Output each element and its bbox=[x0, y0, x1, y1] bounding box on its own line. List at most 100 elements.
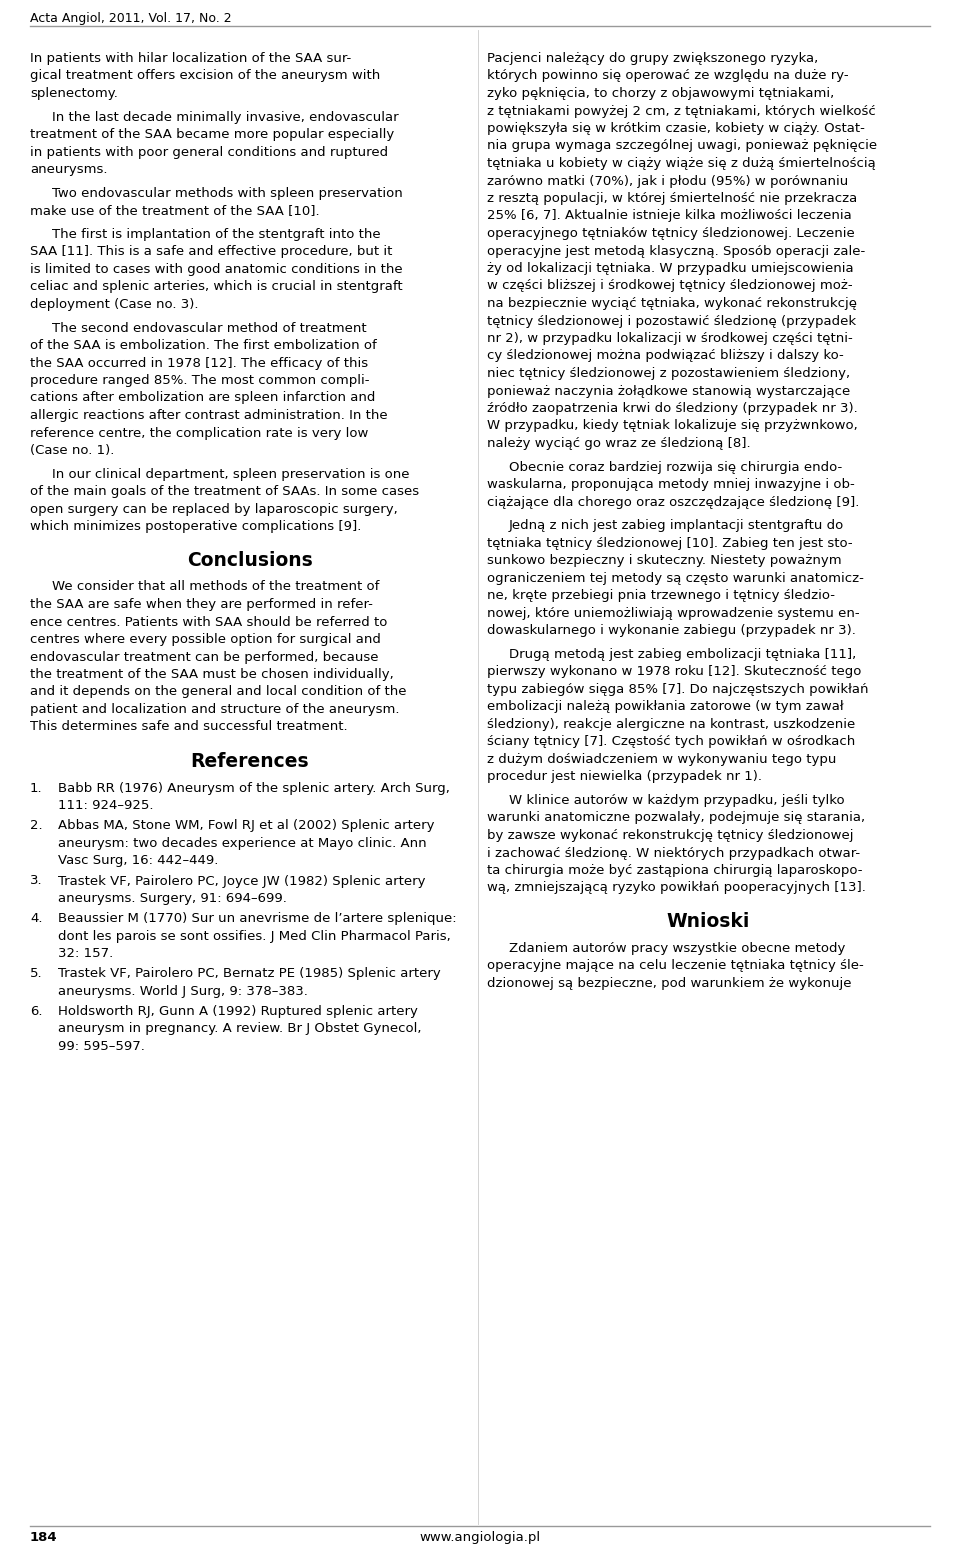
Text: procedur jest niewielka (przypadek nr 1).: procedur jest niewielka (przypadek nr 1)… bbox=[487, 771, 762, 783]
Text: which minimizes postoperative complications [9].: which minimizes postoperative complicati… bbox=[30, 521, 361, 533]
Text: warunki anatomiczne pozwalały, podejmuje się starania,: warunki anatomiczne pozwalały, podejmuje… bbox=[487, 811, 865, 825]
Text: operacyjnego tętniaków tętnicy śledzionowej. Leczenie: operacyjnego tętniaków tętnicy śledziono… bbox=[487, 227, 854, 239]
Text: We consider that all methods of the treatment of: We consider that all methods of the trea… bbox=[52, 581, 379, 594]
Text: tętnicy śledzionowej i pozostawić śledzionę (przypadek: tętnicy śledzionowej i pozostawić śledzi… bbox=[487, 314, 856, 328]
Text: treatment of the SAA became more popular especially: treatment of the SAA became more popular… bbox=[30, 127, 395, 141]
Text: reference centre, the complication rate is very low: reference centre, the complication rate … bbox=[30, 426, 369, 440]
Text: Two endovascular methods with spleen preservation: Two endovascular methods with spleen pre… bbox=[52, 186, 403, 200]
Text: aneurysms.: aneurysms. bbox=[30, 163, 108, 176]
Text: 111: 924–925.: 111: 924–925. bbox=[58, 799, 154, 813]
Text: z resztą populacji, w której śmiertelność nie przekracza: z resztą populacji, w której śmiertelnoś… bbox=[487, 193, 857, 205]
Text: ence centres. Patients with SAA should be referred to: ence centres. Patients with SAA should b… bbox=[30, 615, 388, 628]
Text: sunkowo bezpieczny i skuteczny. Niestety poważnym: sunkowo bezpieczny i skuteczny. Niestety… bbox=[487, 555, 842, 567]
Text: Vasc Surg, 16: 442–449.: Vasc Surg, 16: 442–449. bbox=[58, 855, 218, 867]
Text: of the SAA is embolization. The first embolization of: of the SAA is embolization. The first em… bbox=[30, 339, 376, 353]
Text: dont les parois se sont ossifies. J Med Clin Pharmacol Paris,: dont les parois se sont ossifies. J Med … bbox=[58, 929, 451, 943]
Text: aneurysm in pregnancy. A review. Br J Obstet Gynecol,: aneurysm in pregnancy. A review. Br J Ob… bbox=[58, 1023, 421, 1035]
Text: dowaskularnego i wykonanie zabiegu (przypadek nr 3).: dowaskularnego i wykonanie zabiegu (przy… bbox=[487, 625, 856, 637]
Text: Zdaniem autorów pracy wszystkie obecne metody: Zdaniem autorów pracy wszystkie obecne m… bbox=[509, 942, 846, 954]
Text: ciążające dla chorego oraz oszczędzające śledzionę [9].: ciążające dla chorego oraz oszczędzające… bbox=[487, 496, 859, 508]
Text: in patients with poor general conditions and ruptured: in patients with poor general conditions… bbox=[30, 146, 388, 159]
Text: by zawsze wykonać rekonstrukcję tętnicy śledzionowej: by zawsze wykonać rekonstrukcję tętnicy … bbox=[487, 828, 853, 842]
Text: Holdsworth RJ, Gunn A (1992) Ruptured splenic artery: Holdsworth RJ, Gunn A (1992) Ruptured sp… bbox=[58, 1005, 418, 1018]
Text: operacyjne jest metodą klasyczną. Sposób operacji zale-: operacyjne jest metodą klasyczną. Sposób… bbox=[487, 244, 865, 258]
Text: ne, kręte przebiegi pnia trzewnego i tętnicy śledzio-: ne, kręte przebiegi pnia trzewnego i tęt… bbox=[487, 589, 835, 603]
Text: zarówno matki (70%), jak i płodu (95%) w porównaniu: zarówno matki (70%), jak i płodu (95%) w… bbox=[487, 174, 849, 188]
Text: Drugą metodą jest zabieg embolizacji tętniaka [11],: Drugą metodą jest zabieg embolizacji tęt… bbox=[509, 648, 856, 660]
Text: Trastek VF, Pairolero PC, Bernatz PE (1985) Splenic artery: Trastek VF, Pairolero PC, Bernatz PE (19… bbox=[58, 967, 441, 981]
Text: typu zabiegów sięga 85% [7]. Do najczęstszych powikłań: typu zabiegów sięga 85% [7]. Do najczęst… bbox=[487, 682, 869, 696]
Text: nia grupa wymaga szczególnej uwagi, ponieważ pęknięcie: nia grupa wymaga szczególnej uwagi, poni… bbox=[487, 140, 877, 152]
Text: 6.: 6. bbox=[30, 1005, 42, 1018]
Text: In our clinical department, spleen preservation is one: In our clinical department, spleen prese… bbox=[52, 468, 410, 480]
Text: 25% [6, 7]. Aktualnie istnieje kilka możliwości leczenia: 25% [6, 7]. Aktualnie istnieje kilka moż… bbox=[487, 210, 852, 222]
Text: (Case no. 1).: (Case no. 1). bbox=[30, 444, 114, 457]
Text: This determines safe and successful treatment.: This determines safe and successful trea… bbox=[30, 721, 348, 733]
Text: The first is implantation of the stentgraft into the: The first is implantation of the stentgr… bbox=[52, 228, 380, 241]
Text: nr 2), w przypadku lokalizacji w środkowej części tętni-: nr 2), w przypadku lokalizacji w środkow… bbox=[487, 333, 852, 345]
Text: W przypadku, kiedy tętniak lokalizuje się przyżwnkowo,: W przypadku, kiedy tętniak lokalizuje si… bbox=[487, 420, 857, 432]
Text: aneurysms. Surgery, 91: 694–699.: aneurysms. Surgery, 91: 694–699. bbox=[58, 892, 287, 904]
Text: waskularna, proponująca metody mniej inwazyjne i ob-: waskularna, proponująca metody mniej inw… bbox=[487, 479, 854, 491]
Text: ściany tętnicy [7]. Częstość tych powikłań w ośrodkach: ściany tętnicy [7]. Częstość tych powikł… bbox=[487, 735, 855, 749]
Text: endovascular treatment can be performed, because: endovascular treatment can be performed,… bbox=[30, 651, 378, 664]
Text: the SAA occurred in 1978 [12]. The efficacy of this: the SAA occurred in 1978 [12]. The effic… bbox=[30, 356, 368, 370]
Text: zyko pęknięcia, to chorzy z objawowymi tętniakami,: zyko pęknięcia, to chorzy z objawowymi t… bbox=[487, 87, 834, 99]
Text: cations after embolization are spleen infarction and: cations after embolization are spleen in… bbox=[30, 392, 375, 404]
Text: celiac and splenic arteries, which is crucial in stentgraft: celiac and splenic arteries, which is cr… bbox=[30, 280, 402, 294]
Text: śledziony), reakcje alergiczne na kontrast, uszkodzenie: śledziony), reakcje alergiczne na kontra… bbox=[487, 718, 855, 730]
Text: ponieważ naczynia żołądkowe stanowią wystarczające: ponieważ naczynia żołądkowe stanowią wys… bbox=[487, 384, 851, 398]
Text: z tętniakami powyżej 2 cm, z tętniakami, których wielkość: z tętniakami powyżej 2 cm, z tętniakami,… bbox=[487, 104, 876, 118]
Text: tętniaka tętnicy śledzionowej [10]. Zabieg ten jest sto-: tętniaka tętnicy śledzionowej [10]. Zabi… bbox=[487, 536, 852, 550]
Text: nowej, które uniemożliwiają wprowadzenie systemu en-: nowej, które uniemożliwiają wprowadzenie… bbox=[487, 606, 859, 620]
Text: Conclusions: Conclusions bbox=[186, 550, 312, 570]
Text: źródło zaopatrzenia krwi do śledziony (przypadek nr 3).: źródło zaopatrzenia krwi do śledziony (p… bbox=[487, 402, 857, 415]
Text: należy wyciąć go wraz ze śledzioną [8].: należy wyciąć go wraz ze śledzioną [8]. bbox=[487, 437, 751, 451]
Text: ta chirurgia może być zastąpiona chirurgią laparoskopo-: ta chirurgia może być zastąpiona chirurg… bbox=[487, 864, 862, 876]
Text: of the main goals of the treatment of SAAs. In some cases: of the main goals of the treatment of SA… bbox=[30, 485, 420, 499]
Text: make use of the treatment of the SAA [10].: make use of the treatment of the SAA [10… bbox=[30, 204, 320, 218]
Text: 3.: 3. bbox=[30, 875, 42, 887]
Text: patient and localization and structure of the aneurysm.: patient and localization and structure o… bbox=[30, 702, 399, 716]
Text: Trastek VF, Pairolero PC, Joyce JW (1982) Splenic artery: Trastek VF, Pairolero PC, Joyce JW (1982… bbox=[58, 875, 425, 887]
Text: Beaussier M (1770) Sur un anevrisme de l’artere splenique:: Beaussier M (1770) Sur un anevrisme de l… bbox=[58, 912, 457, 925]
Text: the SAA are safe when they are performed in refer-: the SAA are safe when they are performed… bbox=[30, 598, 372, 611]
Text: powiększyła się w krótkim czasie, kobiety w ciąży. Ostat-: powiększyła się w krótkim czasie, kobiet… bbox=[487, 123, 865, 135]
Text: w części bliższej i środkowej tętnicy śledzionowej moż-: w części bliższej i środkowej tętnicy śl… bbox=[487, 280, 852, 292]
Text: z dużym doświadczeniem w wykonywaniu tego typu: z dużym doświadczeniem w wykonywaniu teg… bbox=[487, 752, 836, 766]
Text: W klinice autorów w każdym przypadku, jeśli tylko: W klinice autorów w każdym przypadku, je… bbox=[509, 794, 845, 807]
Text: których powinno się operować ze względu na duże ry-: których powinno się operować ze względu … bbox=[487, 70, 849, 82]
Text: Pacjenci należący do grupy zwiększonego ryzyka,: Pacjenci należący do grupy zwiększonego … bbox=[487, 51, 818, 65]
Text: centres where every possible option for surgical and: centres where every possible option for … bbox=[30, 632, 381, 646]
Text: open surgery can be replaced by laparoscopic surgery,: open surgery can be replaced by laparosc… bbox=[30, 502, 397, 516]
Text: ograniczeniem tej metody są często warunki anatomicz-: ograniczeniem tej metody są często warun… bbox=[487, 572, 864, 584]
Text: pierwszy wykonano w 1978 roku [12]. Skuteczność tego: pierwszy wykonano w 1978 roku [12]. Skut… bbox=[487, 665, 861, 679]
Text: Obecnie coraz bardziej rozwija się chirurgia endo-: Obecnie coraz bardziej rozwija się chiru… bbox=[509, 460, 842, 474]
Text: Abbas MA, Stone WM, Fowl RJ et al (2002) Splenic artery: Abbas MA, Stone WM, Fowl RJ et al (2002)… bbox=[58, 819, 435, 833]
Text: In patients with hilar localization of the SAA sur-: In patients with hilar localization of t… bbox=[30, 51, 351, 65]
Text: is limited to cases with good anatomic conditions in the: is limited to cases with good anatomic c… bbox=[30, 263, 402, 277]
Text: and it depends on the general and local condition of the: and it depends on the general and local … bbox=[30, 685, 406, 698]
Text: Babb RR (1976) Aneurysm of the splenic artery. Arch Surg,: Babb RR (1976) Aneurysm of the splenic a… bbox=[58, 782, 450, 794]
Text: deployment (Case no. 3).: deployment (Case no. 3). bbox=[30, 298, 199, 311]
Text: gical treatment offers excision of the aneurysm with: gical treatment offers excision of the a… bbox=[30, 70, 380, 82]
Text: 5.: 5. bbox=[30, 967, 42, 981]
Text: Jedną z nich jest zabieg implantacji stentgraftu do: Jedną z nich jest zabieg implantacji ste… bbox=[509, 519, 844, 533]
Text: aneurysms. World J Surg, 9: 378–383.: aneurysms. World J Surg, 9: 378–383. bbox=[58, 985, 308, 998]
Text: tętniaka u kobiety w ciąży wiąże się z dużą śmiertelnością: tętniaka u kobiety w ciąży wiąże się z d… bbox=[487, 157, 876, 169]
Text: 99: 595–597.: 99: 595–597. bbox=[58, 1040, 145, 1054]
Text: Acta Angiol, 2011, Vol. 17, No. 2: Acta Angiol, 2011, Vol. 17, No. 2 bbox=[30, 12, 231, 25]
Text: ży od lokalizacji tętniaka. W przypadku umiejscowienia: ży od lokalizacji tętniaka. W przypadku … bbox=[487, 263, 853, 275]
Text: In the last decade minimally invasive, endovascular: In the last decade minimally invasive, e… bbox=[52, 110, 398, 124]
Text: allergic reactions after contrast administration. In the: allergic reactions after contrast admini… bbox=[30, 409, 388, 423]
Text: 184: 184 bbox=[30, 1531, 58, 1545]
Text: embolizacji należą powikłania zatorowe (w tym zawał: embolizacji należą powikłania zatorowe (… bbox=[487, 701, 844, 713]
Text: 32: 157.: 32: 157. bbox=[58, 946, 113, 960]
Text: niec tętnicy śledzionowej z pozostawieniem śledziony,: niec tętnicy śledzionowej z pozostawieni… bbox=[487, 367, 851, 381]
Text: the treatment of the SAA must be chosen individually,: the treatment of the SAA must be chosen … bbox=[30, 668, 394, 681]
Text: 2.: 2. bbox=[30, 819, 42, 833]
Text: i zachować śledzionę. W niektórych przypadkach otwar-: i zachować śledzionę. W niektórych przyp… bbox=[487, 847, 860, 859]
Text: References: References bbox=[190, 752, 309, 771]
Text: www.angiologia.pl: www.angiologia.pl bbox=[420, 1531, 540, 1545]
Text: 1.: 1. bbox=[30, 782, 42, 794]
